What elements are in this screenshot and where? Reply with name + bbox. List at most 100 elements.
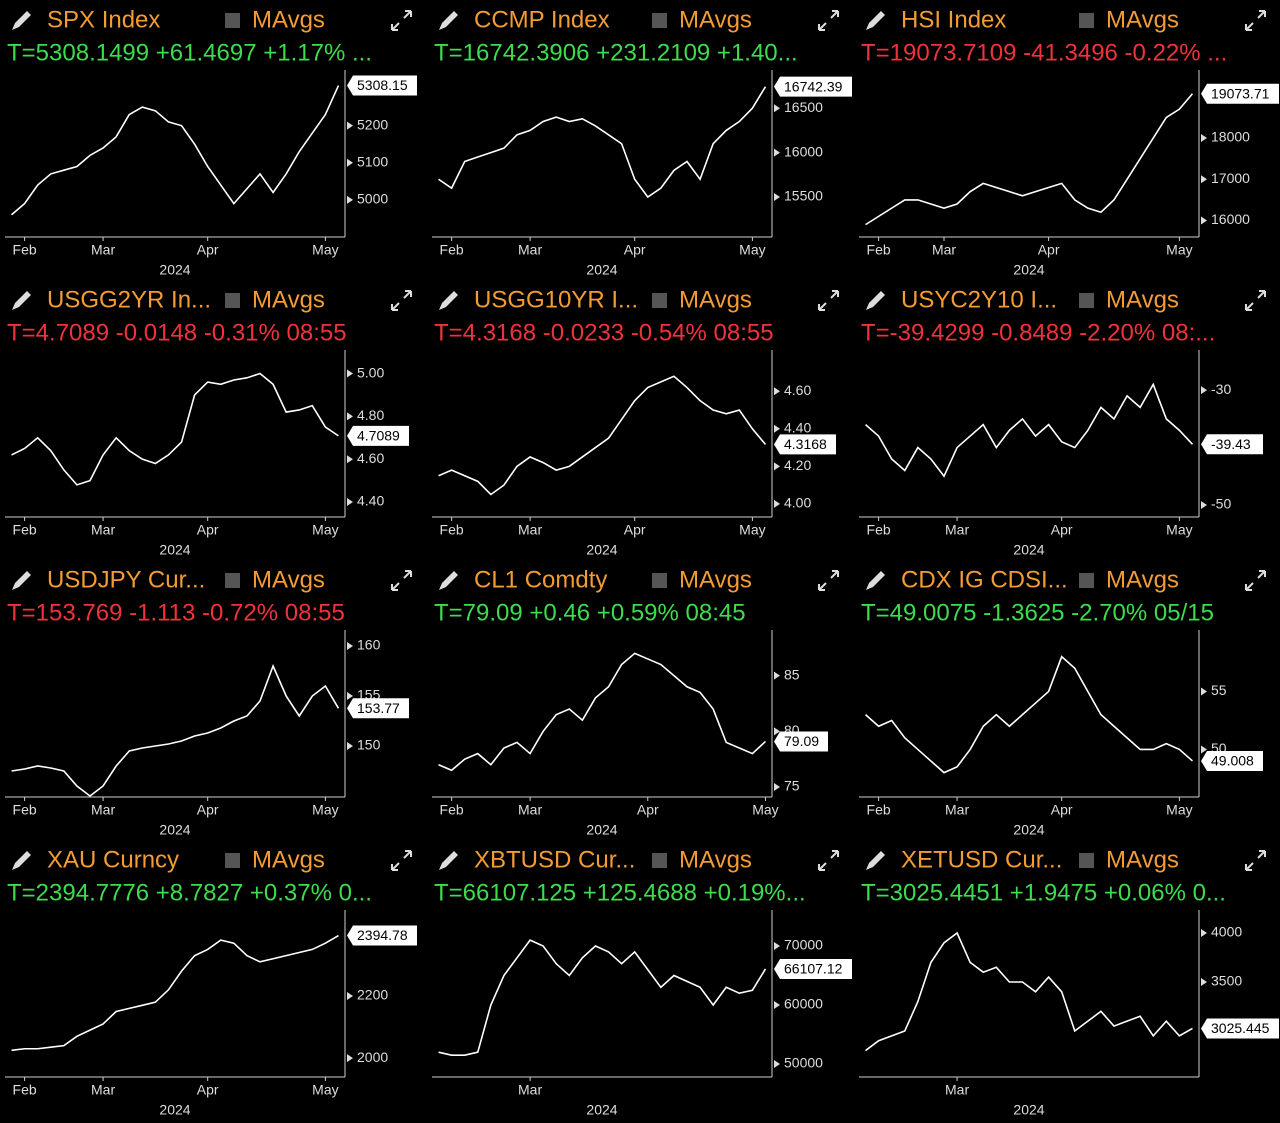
toggle-box[interactable] <box>225 293 240 308</box>
y-tick-label: 50000 <box>784 1055 823 1071</box>
toggle-box[interactable] <box>1079 293 1094 308</box>
edit-icon[interactable] <box>439 851 458 870</box>
y-tick <box>774 148 780 157</box>
toggle-label[interactable]: MAvgs <box>1106 846 1179 873</box>
x-axis-label: 2024 <box>159 542 190 558</box>
y-tick-label: 150 <box>357 737 381 753</box>
toggle-box[interactable] <box>652 293 667 308</box>
y-tick <box>347 742 353 750</box>
expand-icon[interactable] <box>818 10 839 31</box>
price-tag-label: 2394.78 <box>357 927 408 943</box>
toggle-box[interactable] <box>652 13 667 28</box>
toggle-label[interactable]: MAvgs <box>252 286 325 313</box>
price-line <box>11 663 340 798</box>
x-tick-label: Apr <box>1051 802 1073 818</box>
y-tick <box>347 369 353 378</box>
chart-title[interactable]: XETUSD Cur... <box>901 846 1062 873</box>
expand-icon[interactable] <box>391 570 412 591</box>
x-tick-label: May <box>1166 802 1192 818</box>
toggle-label[interactable]: MAvgs <box>1106 286 1179 313</box>
x-axis-label: 2024 <box>586 822 617 838</box>
y-tick-label: 3500 <box>1211 973 1242 989</box>
chart-title[interactable]: HSI Index <box>901 6 1006 33</box>
expand-icon[interactable] <box>818 850 839 871</box>
edit-icon[interactable] <box>12 291 31 310</box>
chart-title[interactable]: SPX Index <box>47 6 160 33</box>
expand-icon[interactable] <box>1245 570 1266 591</box>
edit-icon[interactable] <box>439 571 458 590</box>
y-tick-label: -30 <box>1211 381 1231 397</box>
toggle-label[interactable]: MAvgs <box>252 6 325 33</box>
price-line <box>11 372 339 486</box>
chart-title[interactable]: USDJPY Cur... <box>47 566 205 593</box>
chart-title[interactable]: XAU Curncy <box>47 846 179 873</box>
edit-icon[interactable] <box>866 11 885 30</box>
price-tag-label: 66107.12 <box>784 961 843 977</box>
x-tick-label: Apr <box>1038 242 1060 258</box>
y-tick <box>774 462 780 471</box>
chart-title[interactable]: CL1 Comdty <box>474 566 607 593</box>
x-tick-label: Apr <box>624 522 646 538</box>
toggle-box[interactable] <box>652 573 667 588</box>
toggle-box[interactable] <box>1079 13 1094 28</box>
edit-icon[interactable] <box>439 11 458 30</box>
toggle-label[interactable]: MAvgs <box>679 286 752 313</box>
y-tick-label: 5200 <box>357 116 388 132</box>
price-line <box>11 85 340 216</box>
y-tick-label: 2200 <box>357 987 388 1003</box>
price-line <box>865 931 1193 1052</box>
toggle-box[interactable] <box>1079 573 1094 588</box>
expand-icon[interactable] <box>818 290 839 311</box>
x-tick-label: Apr <box>197 1082 219 1098</box>
x-axis-label: 2024 <box>586 262 617 278</box>
subtitle: T=4.7089 -0.0148 -0.31% 08:55 <box>7 319 347 346</box>
chart-title[interactable]: CCMP Index <box>474 6 610 33</box>
x-tick-label: Mar <box>91 242 115 258</box>
x-axis-label: 2024 <box>1013 1102 1044 1118</box>
chart-title[interactable]: XBTUSD Cur... <box>474 846 635 873</box>
price-tag <box>1201 83 1279 104</box>
x-tick-label: Mar <box>518 242 542 258</box>
edit-icon[interactable] <box>12 851 31 870</box>
toggle-box[interactable] <box>1079 853 1094 868</box>
y-tick <box>774 193 780 202</box>
toggle-label[interactable]: MAvgs <box>1106 6 1179 33</box>
toggle-box[interactable] <box>225 13 240 28</box>
toggle-label[interactable]: MAvgs <box>679 566 752 593</box>
edit-icon[interactable] <box>12 571 31 590</box>
toggle-label[interactable]: MAvgs <box>252 846 325 873</box>
x-axis-label: 2024 <box>1013 822 1044 838</box>
x-tick-label: Feb <box>440 242 464 258</box>
x-tick-label: Feb <box>440 802 464 818</box>
edit-icon[interactable] <box>12 11 31 30</box>
expand-icon[interactable] <box>391 290 412 311</box>
expand-icon[interactable] <box>1245 10 1266 31</box>
expand-icon[interactable] <box>1245 290 1266 311</box>
y-tick-label: -50 <box>1211 496 1231 512</box>
toggle-label[interactable]: MAvgs <box>1106 566 1179 593</box>
subtitle: T=3025.4451 +1.9475 +0.06% 0... <box>861 879 1226 906</box>
expand-icon[interactable] <box>1245 850 1266 871</box>
toggle-label[interactable]: MAvgs <box>252 566 325 593</box>
edit-icon[interactable] <box>866 571 885 590</box>
toggle-box[interactable] <box>225 573 240 588</box>
y-tick <box>347 195 353 204</box>
toggle-label[interactable]: MAvgs <box>679 6 752 33</box>
expand-icon[interactable] <box>818 570 839 591</box>
chart-title[interactable]: USYC2Y10 I... <box>901 286 1057 313</box>
expand-icon[interactable] <box>391 850 412 871</box>
toggle-box[interactable] <box>225 853 240 868</box>
chart-title[interactable]: USGG2YR In... <box>47 286 211 313</box>
edit-icon[interactable] <box>439 291 458 310</box>
y-tick <box>774 104 780 113</box>
toggle-box[interactable] <box>652 853 667 868</box>
edit-icon[interactable] <box>866 851 885 870</box>
x-axis-label: 2024 <box>586 1102 617 1118</box>
chart-title[interactable]: CDX IG CDSI... <box>901 566 1068 593</box>
edit-icon[interactable] <box>866 291 885 310</box>
toggle-label[interactable]: MAvgs <box>679 846 752 873</box>
chart-title[interactable]: USGG10YR I... <box>474 286 638 313</box>
subtitle: T=19073.7109 -41.3496 -0.22% ... <box>861 39 1227 66</box>
expand-icon[interactable] <box>391 10 412 31</box>
